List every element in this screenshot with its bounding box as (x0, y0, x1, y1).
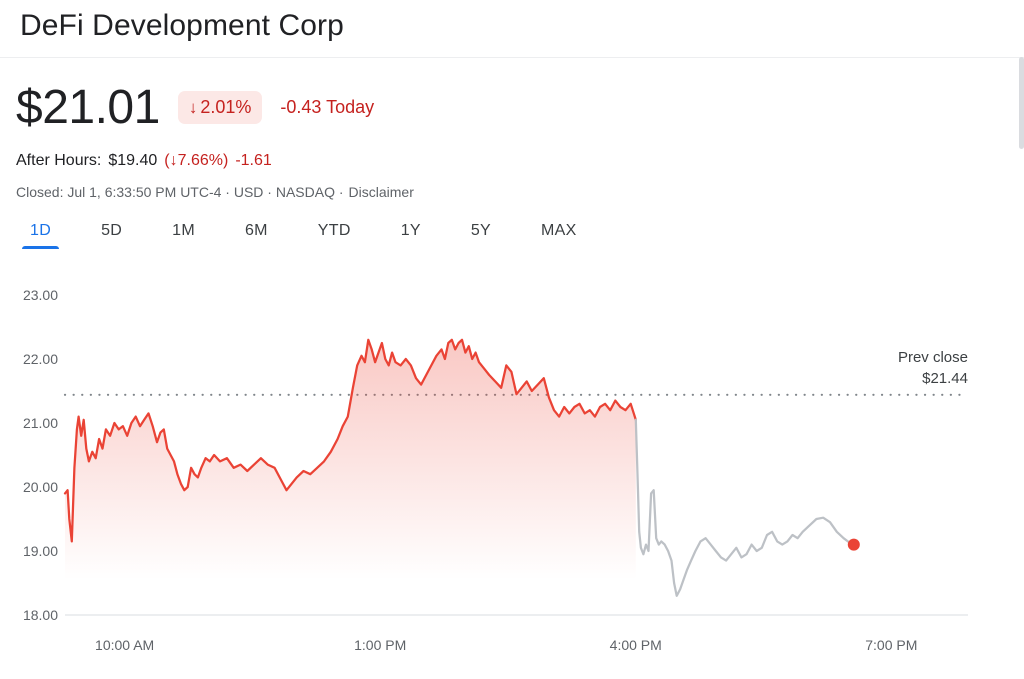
y-axis-label: 21.00 (22, 415, 58, 431)
y-axis-label: 18.00 (22, 607, 58, 623)
header-divider (0, 57, 1024, 58)
market-status: Closed: Jul 1, 6:33:50 PM UTC-4 · USD · … (16, 184, 344, 200)
y-axis-label: 22.00 (22, 351, 58, 367)
scrollbar-thumb[interactable] (1019, 57, 1024, 149)
after-hours-row: After Hours: $19.40 (↓7.66%) -1.61 (16, 152, 272, 170)
prev-close-text: Prev close (897, 348, 968, 366)
page-title: DeFi Development Corp (20, 9, 344, 42)
after-hours-percent: (↓7.66%) (164, 152, 229, 169)
y-axis-label: 19.00 (22, 543, 58, 559)
change-today: -0.43 Today (280, 97, 375, 117)
after-hours-price: $19.40 (108, 152, 158, 169)
tab-5y[interactable]: 5Y (463, 222, 499, 249)
x-axis-label: 1:00 PM (354, 637, 407, 653)
tab-6m[interactable]: 6M (237, 222, 276, 249)
change-percent-badge: ↓ 2.01% (177, 91, 263, 124)
current-price: $21.01 (16, 81, 160, 134)
range-tabs: 1D 5D 1M 6M YTD 1Y 5Y MAX (22, 222, 585, 249)
change-percent: 2.01% (200, 97, 252, 117)
x-axis-label: 10:00 AM (95, 637, 155, 653)
status-row: Closed: Jul 1, 6:33:50 PM UTC-4 · USD · … (16, 184, 414, 200)
y-axis-label: 23.00 (22, 287, 58, 303)
tab-1d[interactable]: 1D (22, 222, 60, 249)
x-axis-label: 7:00 PM (865, 637, 918, 653)
tab-ytd[interactable]: YTD (310, 222, 359, 249)
tab-5d[interactable]: 5D (93, 222, 130, 249)
tab-1m[interactable]: 1M (164, 222, 203, 249)
after-hours-label: After Hours: (16, 152, 102, 169)
arrow-down-icon: ↓ (188, 97, 198, 117)
y-axis-label: 20.00 (22, 479, 58, 495)
prev-close-callout: Prev close $21.44 (898, 347, 968, 389)
price-row: $21.01 ↓ 2.01% -0.43 Today (16, 80, 374, 135)
prev-close-value: $21.44 (922, 369, 968, 387)
tab-max[interactable]: MAX (533, 222, 585, 249)
x-axis-label: 4:00 PM (609, 637, 662, 653)
after-hours-amount: -1.61 (235, 152, 272, 169)
disclaimer-link[interactable]: Disclaimer (348, 184, 414, 200)
tab-1y[interactable]: 1Y (393, 222, 429, 249)
